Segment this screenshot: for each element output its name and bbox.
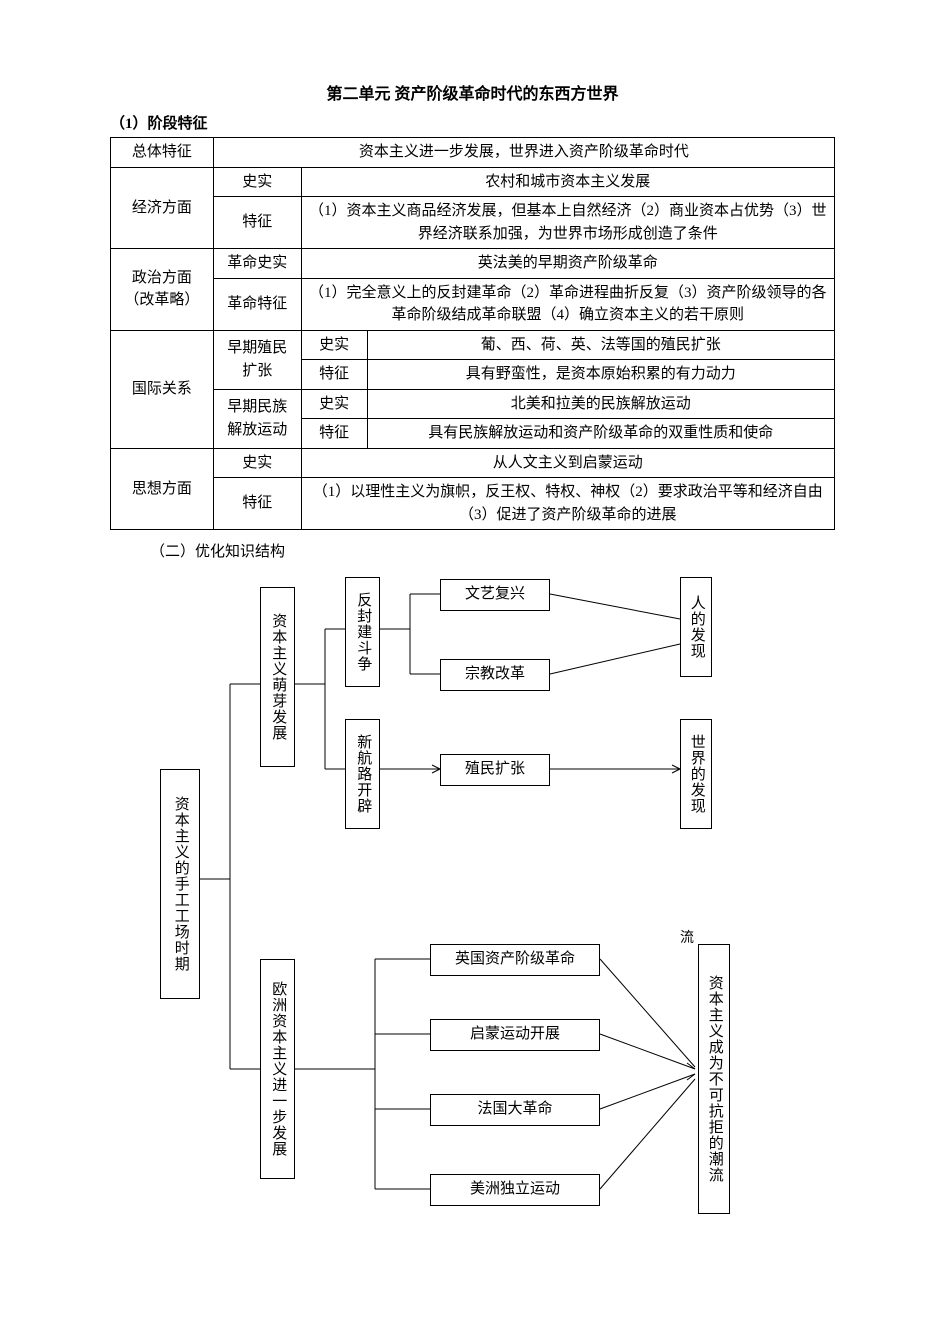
section-2-label: （二）优化知识结构 xyxy=(110,540,835,561)
table-row: 政治方面（改革略） 革命史实 英法美的早期资产阶级革命 xyxy=(111,249,835,279)
table-row: 经济方面 史实 农村和城市资本主义发展 xyxy=(111,167,835,197)
node-renaissance: 文艺复兴 xyxy=(440,579,550,611)
cell-label: 特征 xyxy=(213,197,301,249)
table-row: 思想方面 史实 从人文主义到启蒙运动 xyxy=(111,448,835,478)
node-reformation: 宗教改革 xyxy=(440,659,550,691)
node-american-independence: 美洲独立运动 xyxy=(430,1174,600,1206)
cell-colonial-label: 早期殖民扩张 xyxy=(213,330,301,389)
node-discovery-world: 世界的发现 xyxy=(680,719,712,829)
table-row: 特征 （1）资本主义商品经济发展，但基本上自然经济（2）商业资本占优势（3）世界… xyxy=(111,197,835,249)
cell-overall-label: 总体特征 xyxy=(111,138,214,168)
cell-content: （1）资本主义商品经济发展，但基本上自然经济（2）商业资本占优势（3）世界经济联… xyxy=(301,197,834,249)
cell-content: 葡、西、荷、英、法等国的殖民扩张 xyxy=(367,330,834,360)
cell-content: 具有野蛮性，是资本原始积累的有力动力 xyxy=(367,360,834,390)
flow-label: 流 xyxy=(680,927,694,947)
cell-label: 史实 xyxy=(213,167,301,197)
cell-label: 特征 xyxy=(213,478,301,530)
node-new-route: 新航路开辟 xyxy=(345,719,380,829)
node-branch-europe: 欧洲资本主义进一步发展 xyxy=(260,959,295,1179)
stage-characteristics-table: 总体特征 资本主义进一步发展，世界进入资产阶级革命时代 经济方面 史实 农村和城… xyxy=(110,137,835,530)
cell-content: （1）以理性主义为旗帜，反王权、特权、神权（2）要求政治平等和经济自由（3）促进… xyxy=(301,478,834,530)
cell-politics-label: 政治方面（改革略） xyxy=(111,249,214,331)
cell-economy-label: 经济方面 xyxy=(111,167,214,249)
knowledge-structure-diagram: 资本主义的手工工场时期 资本主义萌芽发展 欧洲资本主义进一步发展 反封建斗争 新… xyxy=(140,569,860,1269)
cell-content: 英法美的早期资产阶级革命 xyxy=(301,249,834,279)
cell-content: 具有民族解放运动和资产阶级革命的双重性质和使命 xyxy=(367,419,834,449)
cell-label: 革命史实 xyxy=(213,249,301,279)
cell-national-label: 早期民族解放运动 xyxy=(213,389,301,448)
node-root: 资本主义的手工工场时期 xyxy=(160,769,200,999)
table-row: 特征 （1）以理性主义为旗帜，反王权、特权、神权（2）要求政治平等和经济自由（3… xyxy=(111,478,835,530)
cell-label: 史实 xyxy=(301,389,367,419)
cell-intl-label: 国际关系 xyxy=(111,330,214,448)
table-row: 国际关系 早期殖民扩张 史实 葡、西、荷、英、法等国的殖民扩张 xyxy=(111,330,835,360)
cell-label: 史实 xyxy=(213,448,301,478)
table-row: 总体特征 资本主义进一步发展，世界进入资产阶级革命时代 xyxy=(111,138,835,168)
node-irresistible-trend: 资本主义成为不可抗拒的潮流 xyxy=(698,944,730,1214)
cell-content: 北美和拉美的民族解放运动 xyxy=(367,389,834,419)
node-discovery-human: 人的发现 xyxy=(680,577,712,677)
cell-label: 特征 xyxy=(301,419,367,449)
node-anti-feudal: 反封建斗争 xyxy=(345,577,380,687)
node-colonial-expansion: 殖民扩张 xyxy=(440,754,550,786)
cell-overall-content: 资本主义进一步发展，世界进入资产阶级革命时代 xyxy=(213,138,834,168)
cell-content: （1）完全意义上的反封建革命（2）革命进程曲折反复（3）资产阶级领导的各革命阶级… xyxy=(301,278,834,330)
cell-ideology-label: 思想方面 xyxy=(111,448,214,530)
table-row: 革命特征 （1）完全意义上的反封建革命（2）革命进程曲折反复（3）资产阶级领导的… xyxy=(111,278,835,330)
cell-content: 从人文主义到启蒙运动 xyxy=(301,448,834,478)
cell-content: 农村和城市资本主义发展 xyxy=(301,167,834,197)
cell-label: 史实 xyxy=(301,330,367,360)
node-english-revolution: 英国资产阶级革命 xyxy=(430,944,600,976)
table-row: 早期民族解放运动 史实 北美和拉美的民族解放运动 xyxy=(111,389,835,419)
section-1-label: （1）阶段特征 xyxy=(110,112,835,133)
cell-label: 特征 xyxy=(301,360,367,390)
node-enlightenment: 启蒙运动开展 xyxy=(430,1019,600,1051)
cell-label: 革命特征 xyxy=(213,278,301,330)
node-branch-sprout: 资本主义萌芽发展 xyxy=(260,587,295,767)
node-french-revolution: 法国大革命 xyxy=(430,1094,600,1126)
page-title: 第二单元 资产阶级革命时代的东西方世界 xyxy=(110,80,835,104)
